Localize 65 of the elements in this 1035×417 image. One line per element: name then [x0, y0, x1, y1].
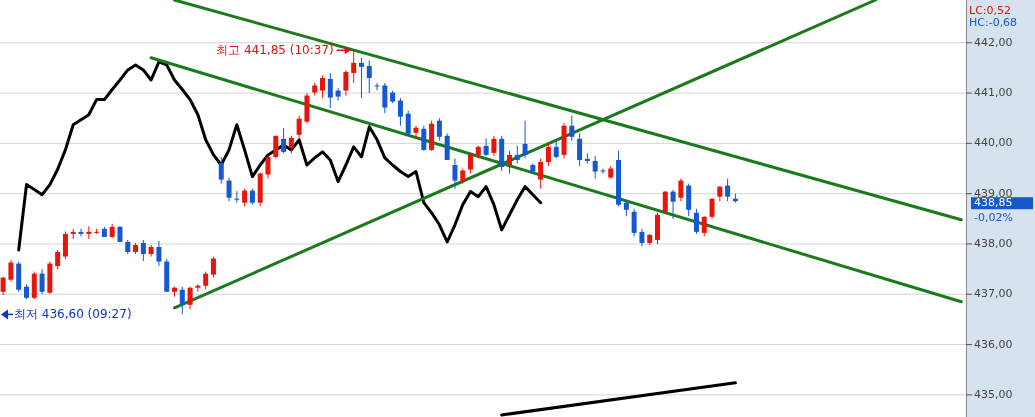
candlestick	[296, 115, 302, 139]
candlestick	[39, 268, 45, 295]
candlestick	[156, 240, 162, 267]
candlestick	[8, 259, 14, 283]
candlestick	[522, 120, 528, 159]
candlestick	[187, 286, 193, 310]
candlestick	[397, 97, 403, 127]
candlestick	[320, 74, 326, 99]
candlestick	[631, 208, 637, 237]
y-tick-label: 437,00	[974, 287, 1013, 301]
candlestick	[366, 59, 372, 94]
candlestick	[374, 82, 380, 92]
text: -0,02%	[974, 211, 1013, 225]
candlestick	[0, 276, 6, 296]
candlestick	[179, 286, 185, 315]
candlestick	[545, 142, 551, 167]
candlestick	[483, 137, 489, 157]
candlestick	[538, 157, 544, 190]
candlestick	[335, 87, 341, 102]
y-tick-label: 435,00	[974, 387, 1013, 401]
candlestick	[678, 178, 684, 202]
candlestick	[234, 190, 240, 204]
candlestick	[577, 132, 583, 167]
candlestick	[195, 283, 201, 293]
candlestick	[226, 177, 232, 202]
candlestick	[343, 69, 349, 97]
y-tick-label: 438,00	[974, 236, 1013, 250]
candlestick	[405, 110, 411, 137]
candlestick	[351, 49, 357, 84]
y-tick-label: 440,00	[974, 136, 1013, 150]
annotation: 최고 441,85 (10:37)	[216, 42, 334, 57]
candlestick	[265, 155, 271, 180]
candlestick	[210, 256, 216, 279]
candlestick	[506, 150, 512, 175]
line-series	[17, 60, 543, 252]
candlestick	[358, 57, 364, 99]
candlestick	[662, 190, 668, 215]
candlestick	[569, 115, 575, 142]
candlestick	[78, 228, 84, 237]
y-tick-label: 441,00	[974, 86, 1013, 100]
candlestick	[55, 249, 61, 270]
candlestick	[140, 239, 146, 262]
candlestick	[670, 189, 676, 220]
text: HC:-0,68	[969, 16, 1018, 29]
y-tick-label: 436,00	[974, 337, 1013, 351]
y-tick-label: 442,00	[974, 35, 1013, 49]
candlestick	[600, 168, 606, 175]
candlestick	[218, 156, 224, 185]
candlestick	[281, 127, 287, 154]
annotation: 최저 436,60 (09:27)	[14, 306, 132, 321]
candlestick	[592, 155, 598, 180]
candlestick	[693, 208, 699, 235]
candlestick	[701, 215, 707, 237]
candlestick	[327, 72, 333, 109]
candlestick	[413, 125, 419, 139]
candlestick	[452, 157, 458, 190]
candlestick	[436, 117, 442, 142]
candlestick	[725, 178, 731, 202]
candlestick	[491, 135, 497, 157]
candlestick	[421, 125, 427, 152]
candlestick	[62, 230, 68, 260]
candlestick	[468, 152, 474, 175]
candlestick	[382, 82, 388, 114]
text: 438,85	[974, 196, 1013, 210]
text: LC:0,52	[969, 4, 1012, 17]
